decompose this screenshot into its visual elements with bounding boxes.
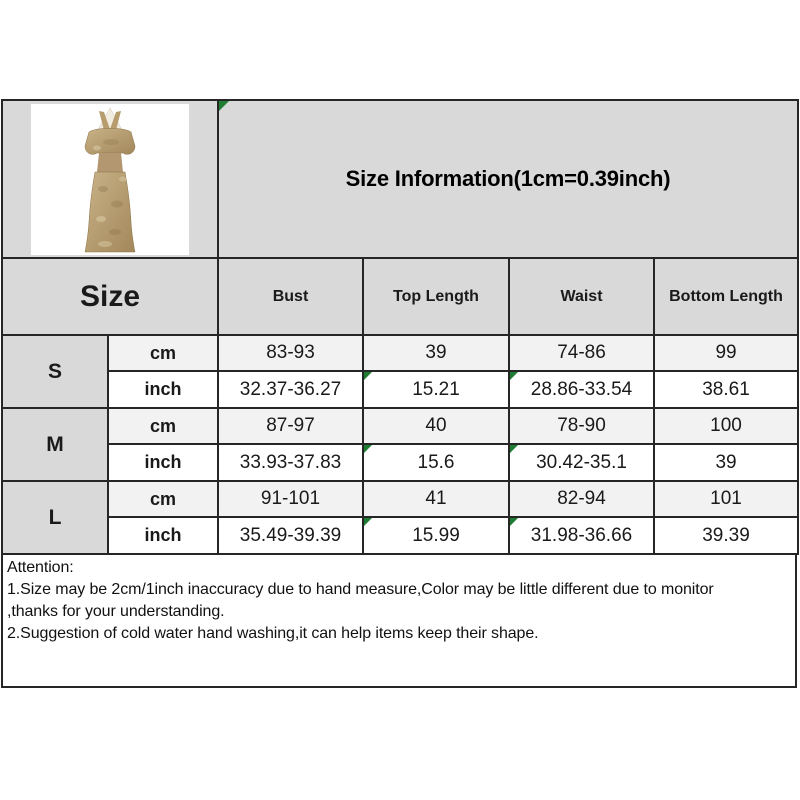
error-flag-triangle-icon: [511, 373, 518, 380]
error-flag-triangle-icon: [365, 519, 372, 526]
page-title: Size Information(1cm=0.39inch): [345, 166, 671, 191]
column-header-row: Size Bust Top Length Waist Bottom Length: [1, 257, 800, 336]
cell-value: 35.49-39.39: [217, 516, 364, 555]
cell-value: 40: [362, 407, 510, 445]
col-header-waist: Waist: [508, 257, 655, 336]
product-image-cell: [1, 99, 219, 259]
col-header-size: Size: [1, 257, 219, 336]
cell-value: 91-101: [217, 480, 364, 518]
row-m-inch: inch 33.93-37.83 15.6 30.42-35.1 39: [2, 443, 800, 482]
col-header-bottom-length: Bottom Length: [652, 257, 800, 336]
row-s-cm: S cm 83-93 39 74-86 99: [1, 334, 800, 409]
cell-value: 31.98-36.66: [508, 516, 655, 555]
row-l-inch: inch 35.49-39.39 15.99 31.98-36.66 39.39: [2, 516, 800, 555]
cell-value: 39: [362, 334, 510, 372]
cell-value: 83-93: [217, 334, 364, 372]
size-label-s: S: [1, 334, 109, 409]
error-flag-triangle-icon: [365, 446, 372, 453]
cell-value: 74-86: [508, 334, 655, 372]
unit-label-inch: inch: [107, 370, 219, 409]
unit-label-cm: cm: [107, 480, 219, 518]
col-header-top-length: Top Length: [362, 257, 510, 336]
cell-value: 38.61: [652, 370, 800, 409]
title-cell: Size Information(1cm=0.39inch): [216, 99, 800, 259]
unit-label-cm: cm: [107, 334, 219, 372]
unit-label-inch: inch: [107, 516, 219, 555]
error-flag-triangle-icon: [511, 519, 518, 526]
cell-value: 41: [362, 480, 510, 518]
error-flag-triangle-icon: [365, 373, 372, 380]
cell-value: 101: [652, 480, 800, 518]
cell-value: 15.99: [362, 516, 510, 555]
notes-line: 2.Suggestion of cold water hand washing,…: [7, 625, 539, 642]
cell-value: 32.37-36.27: [217, 370, 364, 409]
cell-value: 99: [652, 334, 800, 372]
product-photo: [31, 104, 189, 255]
cell-value: 87-97: [217, 407, 364, 445]
size-label-m: M: [1, 407, 109, 482]
size-table: Size Information(1cm=0.39inch) Size Bust…: [1, 99, 800, 555]
dress-product-image: [84, 107, 136, 253]
row-s-inch: inch 32.37-36.27 15.21 28.86-33.54 38.61: [2, 370, 800, 409]
cell-value: 30.42-35.1: [508, 443, 655, 482]
col-header-bust: Bust: [217, 257, 364, 336]
size-label-l: L: [1, 480, 109, 555]
cell-value: 15.21: [362, 370, 510, 409]
notes-line: 1.Size may be 2cm/1inch inaccuracy due t…: [7, 581, 714, 598]
cell-value: 39.39: [652, 516, 800, 555]
cell-value: 100: [652, 407, 800, 445]
row-l-cm: L cm 91-101 41 82-94 101: [1, 480, 800, 555]
unit-label-cm: cm: [107, 407, 219, 445]
size-chart-sheet: Size Information(1cm=0.39inch) Size Bust…: [1, 99, 800, 688]
cell-value: 78-90: [508, 407, 655, 445]
cell-value: 15.6: [362, 443, 510, 482]
cell-value: 82-94: [508, 480, 655, 518]
notes-heading: Attention:: [7, 559, 74, 576]
header-row: Size Information(1cm=0.39inch): [1, 99, 800, 259]
cell-value: 39: [652, 443, 800, 482]
cell-value: 33.93-37.83: [217, 443, 364, 482]
error-flag-triangle-icon: [511, 446, 518, 453]
attention-notes: Attention: 1.Size may be 2cm/1inch inacc…: [1, 555, 797, 688]
unit-label-inch: inch: [107, 443, 219, 482]
cell-value: 28.86-33.54: [508, 370, 655, 409]
error-flag-triangle-icon: [220, 102, 229, 111]
notes-line: ,thanks for your understanding.: [7, 603, 225, 620]
row-m-cm: M cm 87-97 40 78-90 100: [1, 407, 800, 482]
